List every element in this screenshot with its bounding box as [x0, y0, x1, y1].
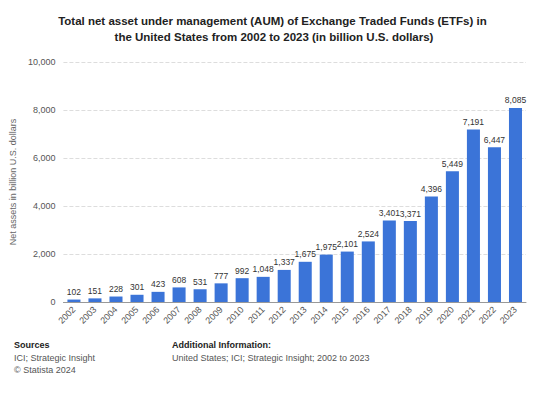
svg-text:4,000: 4,000 [33, 201, 56, 211]
svg-text:423: 423 [151, 279, 165, 289]
svg-text:© Statista 2024: © Statista 2024 [14, 365, 76, 375]
svg-text:1,048: 1,048 [253, 264, 275, 274]
svg-text:7,191: 7,191 [463, 117, 485, 127]
svg-text:2005: 2005 [119, 304, 140, 325]
svg-text:0: 0 [50, 297, 55, 307]
svg-text:2003: 2003 [77, 304, 98, 325]
svg-text:2019: 2019 [414, 304, 435, 325]
svg-text:2023: 2023 [498, 304, 519, 325]
svg-text:5,449: 5,449 [442, 159, 464, 169]
svg-text:8,085: 8,085 [505, 95, 527, 105]
svg-text:992: 992 [235, 266, 249, 276]
svg-text:Additional Information:: Additional Information: [172, 340, 271, 350]
svg-text:2009: 2009 [203, 304, 224, 325]
svg-text:228: 228 [109, 284, 123, 294]
svg-text:6,000: 6,000 [33, 153, 56, 163]
svg-text:2007: 2007 [161, 304, 182, 325]
svg-text:10,000: 10,000 [28, 57, 56, 67]
svg-text:3,401: 3,401 [379, 208, 401, 218]
svg-text:2012: 2012 [267, 304, 288, 325]
svg-text:2010: 2010 [224, 304, 245, 325]
svg-text:1,975: 1,975 [316, 242, 338, 252]
svg-text:1,337: 1,337 [274, 257, 296, 267]
svg-text:777: 777 [214, 271, 228, 281]
svg-text:608: 608 [172, 275, 186, 285]
svg-text:301: 301 [130, 282, 144, 292]
svg-text:2016: 2016 [351, 304, 372, 325]
svg-text:2014: 2014 [309, 304, 330, 325]
svg-text:2,101: 2,101 [337, 239, 359, 249]
svg-text:2,524: 2,524 [358, 229, 380, 239]
svg-text:2015: 2015 [330, 304, 351, 325]
svg-text:2018: 2018 [393, 304, 414, 325]
svg-text:the United States from 2002 to: the United States from 2002 to 2023 (in … [115, 31, 434, 43]
svg-text:2011: 2011 [246, 304, 267, 325]
svg-text:2013: 2013 [288, 304, 309, 325]
svg-text:2004: 2004 [98, 304, 119, 325]
svg-text:8,000: 8,000 [33, 105, 56, 115]
svg-text:2006: 2006 [140, 304, 161, 325]
svg-text:United States; ICI; Strategic: United States; ICI; Strategic Insight; 2… [172, 353, 370, 363]
svg-text:2021: 2021 [456, 304, 477, 325]
svg-text:Net assets in billion U.S. dol: Net assets in billion U.S. dollars [8, 118, 18, 245]
svg-text:2002: 2002 [56, 304, 77, 325]
svg-text:3,371: 3,371 [400, 209, 422, 219]
svg-text:102: 102 [67, 287, 81, 297]
svg-text:151: 151 [88, 286, 102, 296]
svg-text:531: 531 [193, 277, 207, 287]
svg-text:2020: 2020 [435, 304, 456, 325]
svg-text:2008: 2008 [182, 304, 203, 325]
svg-text:2,000: 2,000 [33, 249, 56, 259]
svg-text:4,396: 4,396 [421, 184, 443, 194]
svg-text:ICI; Strategic Insight: ICI; Strategic Insight [14, 353, 96, 363]
svg-text:1,675: 1,675 [295, 249, 317, 259]
svg-text:Total net asset under manageme: Total net asset under management (AUM) o… [58, 15, 490, 27]
svg-text:Sources: Sources [14, 340, 50, 350]
svg-text:2022: 2022 [477, 304, 498, 325]
svg-text:2017: 2017 [372, 304, 393, 325]
svg-text:6,447: 6,447 [484, 135, 506, 145]
